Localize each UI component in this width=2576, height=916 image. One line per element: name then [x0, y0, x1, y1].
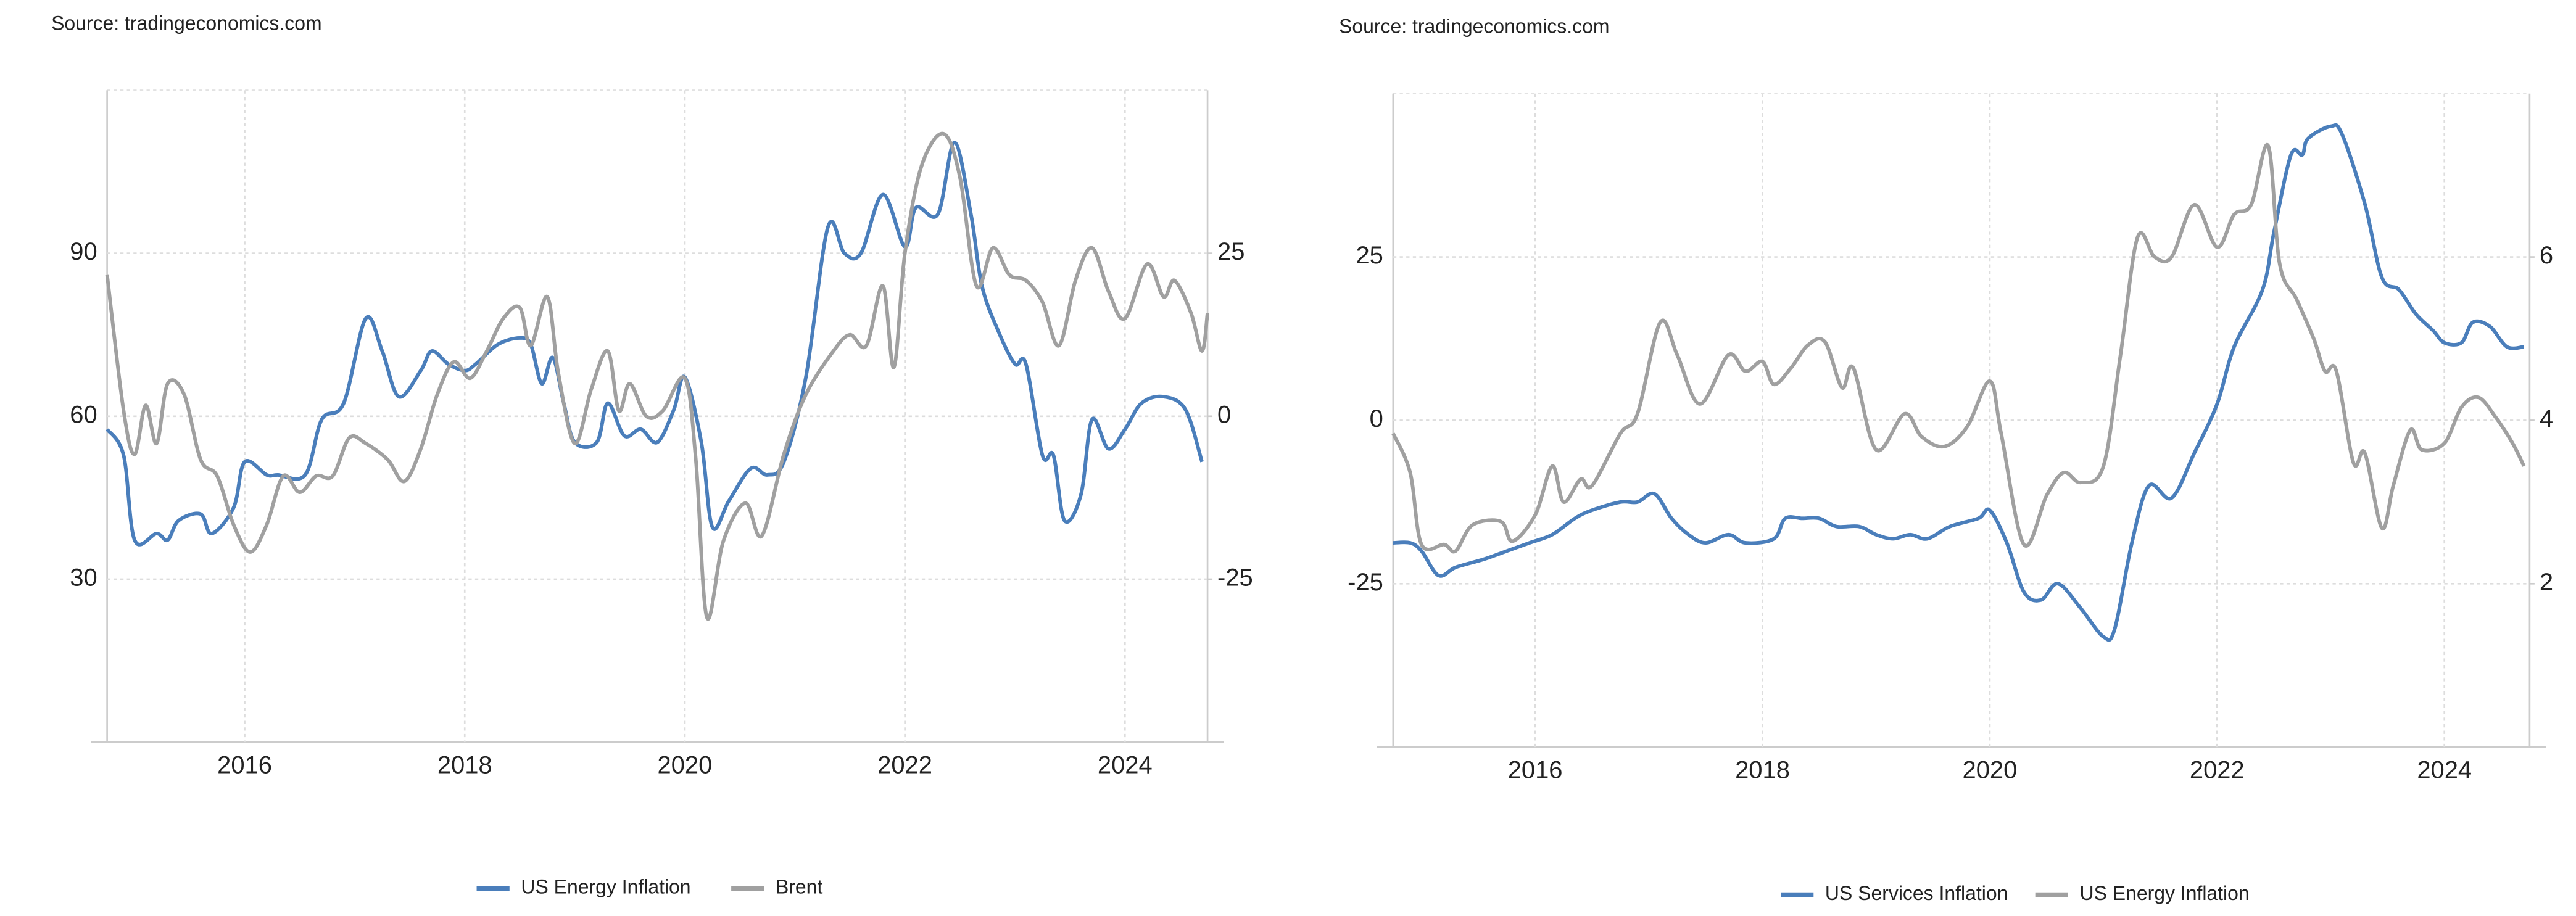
data-line	[1393, 123, 2524, 642]
x-tick-label: 2018	[1735, 757, 1790, 784]
y2-tick-label: 2	[2540, 569, 2553, 596]
y2-tick-label: 4	[2540, 405, 2553, 432]
y2-tick-label: 0	[1217, 401, 1231, 428]
y2-tick-label: -25	[1217, 564, 1253, 592]
x-tick-label: 2022	[2190, 757, 2245, 784]
source-note: Source: tradingeconomics.com	[51, 12, 321, 34]
legend-label: US Energy Inflation	[2080, 882, 2250, 904]
y-tick-label: 25	[1356, 242, 1383, 269]
data-line	[105, 131, 1209, 621]
data-line	[1391, 142, 2526, 554]
chart-panel: Source: tradingeconomics.com 2016 2018 2020…	[51, 12, 1253, 897]
x-tick-label: 2016	[1508, 757, 1563, 784]
x-tick-label: 2018	[437, 752, 492, 779]
x-tick-label: 2022	[877, 752, 932, 779]
x-tick-label: 2016	[217, 752, 272, 779]
y-tick-label: -25	[1348, 569, 1383, 596]
legend-label: US Energy Inflation	[521, 876, 690, 898]
data-line	[106, 141, 1204, 547]
x-tick-label: 2024	[2417, 757, 2472, 784]
y-tick-label: 90	[70, 238, 97, 265]
y2-tick-label: 25	[1217, 238, 1245, 265]
x-tick-label: 2024	[1098, 752, 1153, 779]
legend-label: US Services Inflation	[1825, 882, 2008, 904]
y2-tick-label: 6	[2540, 242, 2553, 269]
x-tick-label: 2020	[1963, 757, 2018, 784]
x-tick-label: 2020	[658, 752, 713, 779]
y-tick-label: 30	[70, 564, 97, 592]
source-note: Source: tradingeconomics.com	[1339, 15, 1609, 38]
y-tick-label: 60	[70, 401, 97, 428]
y-tick-label: 0	[1370, 405, 1383, 432]
legend-label: Brent	[776, 876, 822, 898]
